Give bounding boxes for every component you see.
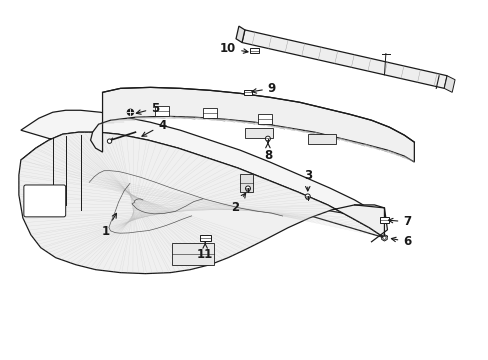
Text: 10: 10 <box>220 42 247 55</box>
Circle shape <box>127 109 133 115</box>
Polygon shape <box>90 87 413 162</box>
Polygon shape <box>21 110 384 238</box>
Circle shape <box>305 194 309 199</box>
Text: 6: 6 <box>390 235 411 248</box>
Polygon shape <box>242 30 446 88</box>
Circle shape <box>382 236 385 239</box>
Bar <box>199 234 210 241</box>
Polygon shape <box>19 132 384 274</box>
Text: 1: 1 <box>102 213 116 238</box>
Bar <box>258 114 271 124</box>
Bar <box>172 243 214 265</box>
Circle shape <box>107 139 111 143</box>
Text: 8: 8 <box>263 143 271 162</box>
Circle shape <box>265 136 270 141</box>
Bar <box>379 217 388 222</box>
Bar <box>307 134 335 144</box>
FancyBboxPatch shape <box>24 185 65 217</box>
Text: 2: 2 <box>230 193 245 215</box>
Text: 11: 11 <box>197 243 213 261</box>
Text: 9: 9 <box>251 82 275 95</box>
Bar <box>203 108 217 118</box>
Text: 7: 7 <box>387 215 410 228</box>
Bar <box>155 106 169 116</box>
Polygon shape <box>443 76 454 92</box>
Text: 4: 4 <box>142 119 166 136</box>
Bar <box>240 174 252 192</box>
Circle shape <box>245 186 250 191</box>
Text: 3: 3 <box>303 168 311 191</box>
Text: 5: 5 <box>136 102 159 115</box>
Bar <box>250 48 259 53</box>
Bar <box>243 90 252 95</box>
Polygon shape <box>236 26 244 42</box>
Bar <box>244 128 272 138</box>
